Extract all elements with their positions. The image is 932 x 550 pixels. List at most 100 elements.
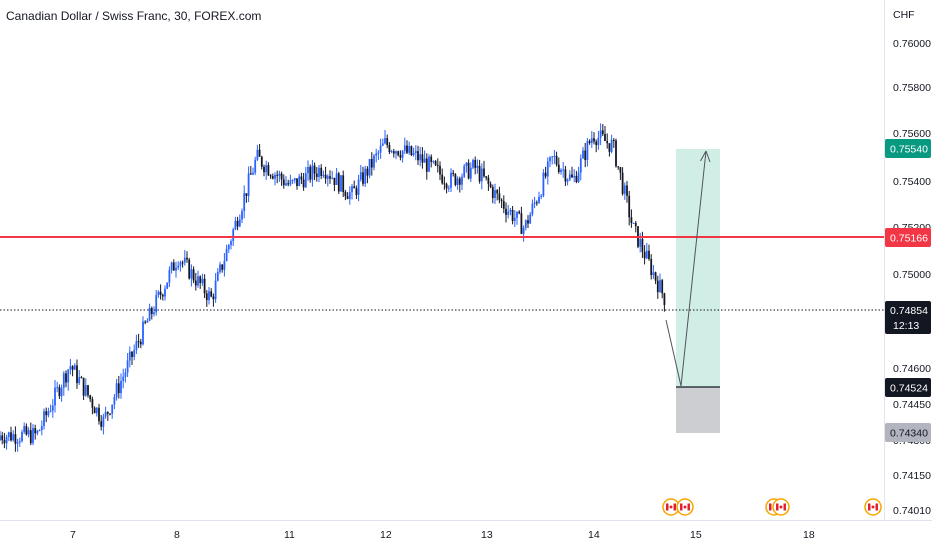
candle-body [247,173,250,196]
candle-body [656,280,659,293]
candle-body [65,373,67,383]
candle-body [36,430,39,434]
stop-price-tag[interactable]: 0.74340 [885,423,931,442]
canada-flag-icon[interactable] [864,498,882,516]
candle-body [135,341,138,350]
time-axis[interactable]: 7 8 11 12 13 14 15 18 [70,529,815,541]
candle-body [73,365,76,370]
candle-body [307,166,309,174]
plot-area[interactable] [0,0,884,520]
entry-price-tag[interactable]: 0.74524 [885,378,931,397]
candle-body [621,172,624,194]
candle-body [181,262,184,264]
candle-body [630,217,633,224]
candle-body [234,220,237,230]
candle-body [137,341,140,343]
candle-body [1,435,4,441]
candle-body [593,138,595,142]
candle-body [617,166,620,168]
candle-body [263,166,265,173]
candle-body [258,149,261,157]
economic-events[interactable] [662,498,882,516]
time-tick-label: 7 [70,529,76,541]
candle-body [324,174,327,179]
stop-zone[interactable] [676,387,720,433]
candle-body [527,220,529,224]
target-price-tag[interactable]: 0.75540 [885,139,931,158]
candle-body [439,165,441,175]
candle-body [3,440,6,444]
candle-body [529,214,532,224]
candle-body [236,220,239,227]
candle-body [142,321,144,345]
candle-body [315,173,318,177]
candle-body [5,436,8,444]
candle-body [511,210,514,221]
candle-body [197,276,199,286]
candle-body [60,387,63,397]
candle-body [518,211,521,214]
candle-body [595,141,598,146]
candle-body [148,307,151,321]
candle-body [309,166,312,180]
candle-body [428,156,430,172]
candle-body [54,387,56,406]
candle-body [357,179,360,195]
candle-body [441,174,444,184]
candle-body [461,176,463,185]
candle-body [225,249,228,262]
candle-body [243,193,246,212]
current-price-tag[interactable]: 0.74854 12:13 [885,301,931,334]
candle-body [133,349,136,358]
price-axis[interactable]: CHF 0.76000 0.75800 0.75600 0.75400 0.75… [893,9,931,517]
candle-body [476,165,479,168]
candle-body [186,257,188,260]
candle-body [144,321,147,323]
candle-body [95,407,98,414]
candle-body [179,262,182,266]
candle-body [588,141,591,143]
candle-body [221,264,224,270]
canada-flag-icon[interactable] [772,498,790,516]
candle-body [289,180,292,185]
candle-body [346,196,349,199]
candle-body [654,272,657,281]
candle-body [300,176,303,180]
candle-body [12,434,15,441]
candle-body [80,377,83,379]
candle-body [368,158,371,176]
candle-body [194,280,197,286]
candle-body [590,138,593,143]
candle-body [494,190,496,198]
candle-body [216,271,219,281]
candle-body [161,294,164,297]
projection-arrow[interactable] [665,150,711,387]
candle-body [584,150,587,160]
resistance-price-tag[interactable]: 0.75166 [885,228,931,247]
candle-body [483,168,485,177]
candle-body [406,145,408,153]
candle-body [280,173,283,180]
price-tick-label: 0.74010 [893,505,931,517]
candle-body [397,151,400,156]
target-zone[interactable] [676,149,720,387]
candle-body [38,430,41,432]
candle-body [619,167,622,173]
candle-body [480,168,483,182]
candle-body [601,130,604,135]
candle-body [168,270,171,283]
canada-flag-icon[interactable] [676,498,694,516]
candle-body [639,239,642,247]
candle-body [164,288,166,297]
candle-body [408,146,411,153]
candle-body [564,169,567,182]
candle-body [447,187,450,189]
candle-body [410,146,413,156]
candle-body [201,278,204,284]
candle-body [487,177,490,184]
candle-body [516,211,518,218]
candle-body [419,154,422,161]
candle-body [267,165,270,176]
candle-body [329,176,331,179]
